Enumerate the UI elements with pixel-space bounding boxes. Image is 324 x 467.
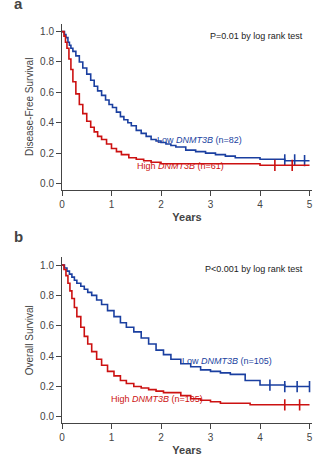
svg-text:1.0: 1.0 — [40, 260, 54, 271]
svg-text:Overall Survival: Overall Survival — [24, 305, 35, 375]
svg-text:0.0: 0.0 — [40, 178, 54, 189]
svg-text:5: 5 — [307, 432, 313, 443]
svg-text:0: 0 — [59, 199, 65, 210]
svg-text:0.2: 0.2 — [40, 148, 54, 159]
svg-text:0.6: 0.6 — [40, 320, 54, 331]
svg-text:3: 3 — [208, 199, 214, 210]
svg-text:4: 4 — [257, 432, 263, 443]
svg-text:2: 2 — [158, 199, 164, 210]
svg-text:Low DNMT3B (n=82): Low DNMT3B (n=82) — [157, 135, 242, 145]
svg-text:a: a — [14, 0, 23, 12]
svg-text:0.0: 0.0 — [40, 411, 54, 422]
svg-text:High DNMT3B (n=105): High DNMT3B (n=105) — [111, 394, 203, 404]
svg-text:0: 0 — [59, 432, 65, 443]
svg-text:0.4: 0.4 — [40, 117, 54, 128]
svg-text:Low DNMT3B (n=105): Low DNMT3B (n=105) — [182, 356, 272, 366]
svg-text:4: 4 — [257, 199, 263, 210]
svg-text:1: 1 — [109, 432, 115, 443]
svg-text:P<0.001 by log rank test: P<0.001 by log rank test — [205, 264, 303, 274]
svg-text:Years: Years — [172, 444, 201, 456]
svg-text:0.8: 0.8 — [40, 290, 54, 301]
svg-text:5: 5 — [307, 199, 313, 210]
svg-text:Years: Years — [172, 211, 201, 223]
svg-text:High DNMT3B (n=61): High DNMT3B (n=61) — [137, 161, 224, 171]
svg-text:b: b — [14, 228, 23, 245]
svg-text:0.8: 0.8 — [40, 56, 54, 67]
svg-text:0.4: 0.4 — [40, 351, 54, 362]
svg-text:P=0.01 by log rank test: P=0.01 by log rank test — [210, 31, 303, 41]
svg-text:2: 2 — [158, 432, 164, 443]
svg-text:0.2: 0.2 — [40, 381, 54, 392]
svg-text:Disease-Free Survival: Disease-Free Survival — [24, 58, 35, 156]
svg-text:0.6: 0.6 — [40, 87, 54, 98]
svg-text:3: 3 — [208, 432, 214, 443]
svg-text:1.0: 1.0 — [40, 26, 54, 37]
svg-text:1: 1 — [109, 199, 115, 210]
